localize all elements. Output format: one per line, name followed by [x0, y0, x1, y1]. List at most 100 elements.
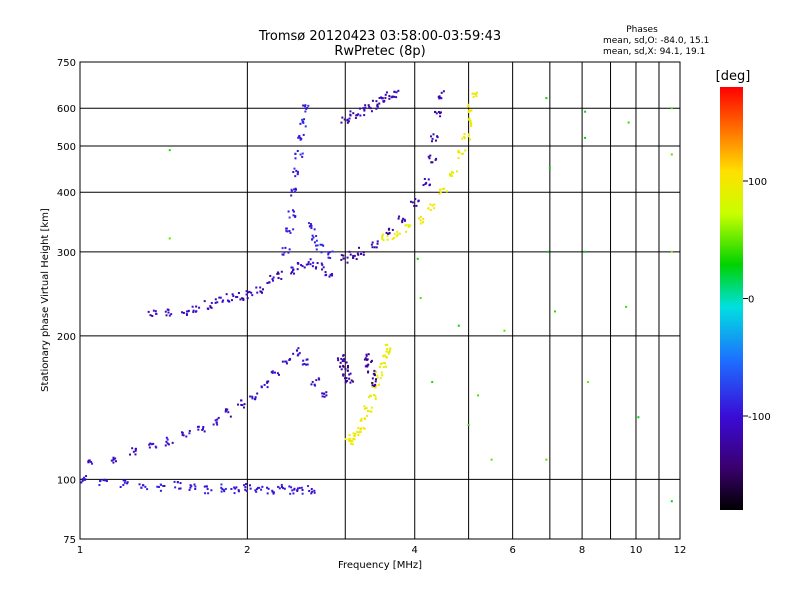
data-point: [164, 310, 167, 313]
data-point: [114, 460, 117, 463]
data-point: [292, 214, 295, 217]
data-point: [315, 244, 318, 247]
data-point: [285, 227, 288, 230]
data-point: [357, 434, 360, 437]
data-point: [290, 194, 293, 197]
data-point: [414, 198, 417, 201]
data-point: [112, 458, 115, 461]
x-tick-label: 8: [579, 545, 585, 556]
data-point: [490, 458, 493, 461]
data-point: [310, 492, 313, 495]
data-point: [311, 380, 314, 383]
data-point: [302, 133, 305, 136]
data-point: [422, 184, 425, 187]
data-point: [435, 157, 438, 160]
data-point: [455, 170, 458, 173]
data-point: [429, 209, 432, 212]
data-point: [328, 275, 331, 278]
data-point: [276, 271, 279, 274]
data-point: [296, 488, 299, 491]
data-point: [342, 365, 345, 368]
data-point: [385, 356, 388, 359]
data-point: [371, 241, 374, 244]
data-point: [216, 418, 219, 421]
data-point: [259, 286, 262, 289]
data-point: [305, 107, 308, 110]
data-point: [285, 362, 288, 365]
data-point: [290, 266, 293, 269]
data-point: [471, 92, 474, 95]
data-point: [285, 360, 288, 363]
data-point: [298, 135, 301, 138]
data-point: [291, 266, 294, 269]
data-point: [301, 488, 304, 491]
data-point: [256, 486, 259, 489]
data-point: [110, 459, 113, 462]
data-point: [235, 486, 238, 489]
data-point: [670, 107, 673, 110]
data-point: [318, 378, 321, 381]
data-point: [210, 306, 213, 309]
data-point: [313, 228, 316, 231]
data-point: [194, 485, 197, 488]
data-point: [266, 282, 269, 285]
data-point: [461, 152, 464, 155]
data-point: [349, 110, 352, 113]
data-point: [350, 440, 353, 443]
data-point: [159, 489, 162, 492]
data-point: [188, 432, 191, 435]
data-point: [382, 239, 385, 242]
data-point: [302, 120, 305, 123]
colorbar-tick-label: 0: [748, 295, 754, 306]
data-point: [292, 171, 295, 174]
data-point: [384, 343, 387, 346]
data-point: [85, 475, 88, 478]
data-point: [353, 254, 356, 257]
data-point: [159, 483, 162, 486]
data-point: [387, 232, 390, 235]
data-point: [201, 427, 204, 430]
data-point: [439, 189, 442, 192]
data-point: [376, 240, 379, 243]
data-point: [366, 371, 369, 374]
data-point: [347, 364, 350, 367]
data-point: [343, 118, 346, 121]
data-point: [315, 239, 318, 242]
data-point: [303, 362, 306, 365]
data-point: [438, 192, 441, 195]
data-point: [181, 431, 184, 434]
data-point: [670, 500, 673, 503]
trace-e-layer-upper: [87, 347, 328, 465]
data-point: [379, 377, 382, 380]
data-point: [253, 398, 256, 401]
data-point: [291, 489, 294, 492]
data-point: [198, 306, 201, 309]
data-point: [434, 159, 437, 162]
data-point: [304, 105, 307, 108]
data-point: [290, 188, 293, 191]
data-point: [331, 250, 334, 253]
data-point: [380, 371, 383, 374]
data-point: [440, 91, 443, 94]
data-point: [373, 246, 376, 249]
data-point: [341, 116, 344, 119]
data-point: [296, 149, 299, 152]
data-point: [467, 135, 470, 138]
data-point: [369, 394, 372, 397]
data-point: [281, 360, 284, 363]
data-point: [467, 103, 470, 106]
data-point: [148, 443, 151, 446]
trace-f-spread-high: [340, 89, 400, 124]
trace-f2-o-mode: [281, 104, 334, 260]
data-point: [292, 210, 295, 213]
data-point: [419, 222, 422, 225]
data-point: [329, 273, 332, 276]
data-point: [314, 267, 317, 270]
data-point: [371, 381, 374, 384]
data-point: [409, 200, 412, 203]
data-point: [376, 374, 379, 377]
data-point: [395, 235, 398, 238]
data-point: [293, 272, 296, 275]
data-point: [297, 262, 300, 265]
